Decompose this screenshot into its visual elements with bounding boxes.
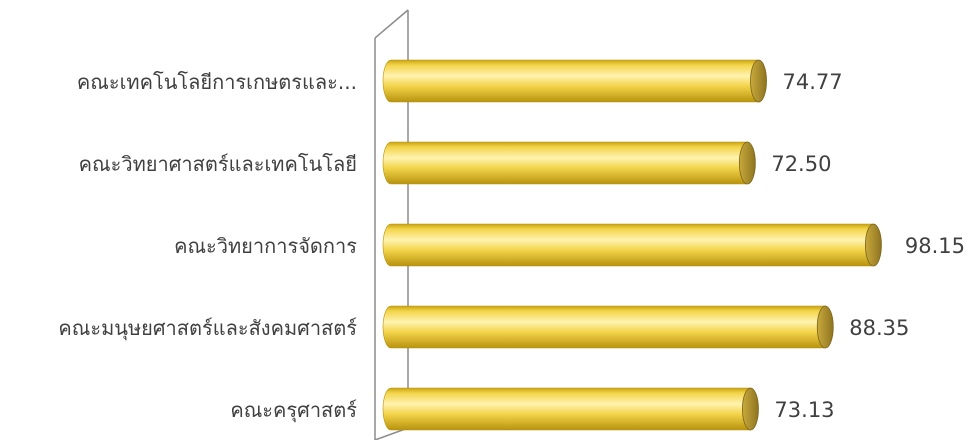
bar-body — [382, 223, 874, 267]
bar-5 — [382, 387, 759, 431]
bar-body — [382, 59, 759, 103]
category-label: คณะเทคโนโลยีการเกษตรและ... — [77, 70, 357, 94]
category-label: คณะวิทยาศาสตร์และเทคโนโลยี — [79, 152, 357, 176]
value-label: 74.77 — [782, 70, 842, 94]
bar-end-cap — [738, 141, 756, 185]
value-label: 98.15 — [905, 234, 965, 258]
bar-body — [382, 305, 826, 349]
bar-end-cap — [742, 387, 759, 431]
category-label: คณะครุศาสตร์ — [230, 398, 357, 423]
value-label: 88.35 — [849, 316, 909, 340]
bar-body — [382, 141, 748, 185]
labels-group: คณะเทคโนโลยีการเกษตรและ... 74.77 คณะวิทยาศ… — [58, 70, 965, 423]
bar-body — [382, 387, 751, 431]
bar-end-cap — [816, 305, 834, 349]
bar-2 — [382, 141, 756, 185]
category-label: คณะวิทยาการจัดการ — [174, 234, 357, 258]
bar-1 — [382, 59, 767, 103]
bars-group — [382, 59, 882, 431]
bar-3 — [382, 223, 882, 267]
bar-end-cap — [865, 223, 882, 267]
category-label: คณะมนุษยศาสตร์และสังคมศาสตร์ — [58, 316, 357, 341]
value-label: 72.50 — [771, 152, 831, 176]
axis-wall-top — [374, 9, 409, 39]
value-label: 73.13 — [774, 398, 834, 422]
bar-end-cap — [750, 59, 767, 103]
bar-4 — [382, 305, 834, 349]
